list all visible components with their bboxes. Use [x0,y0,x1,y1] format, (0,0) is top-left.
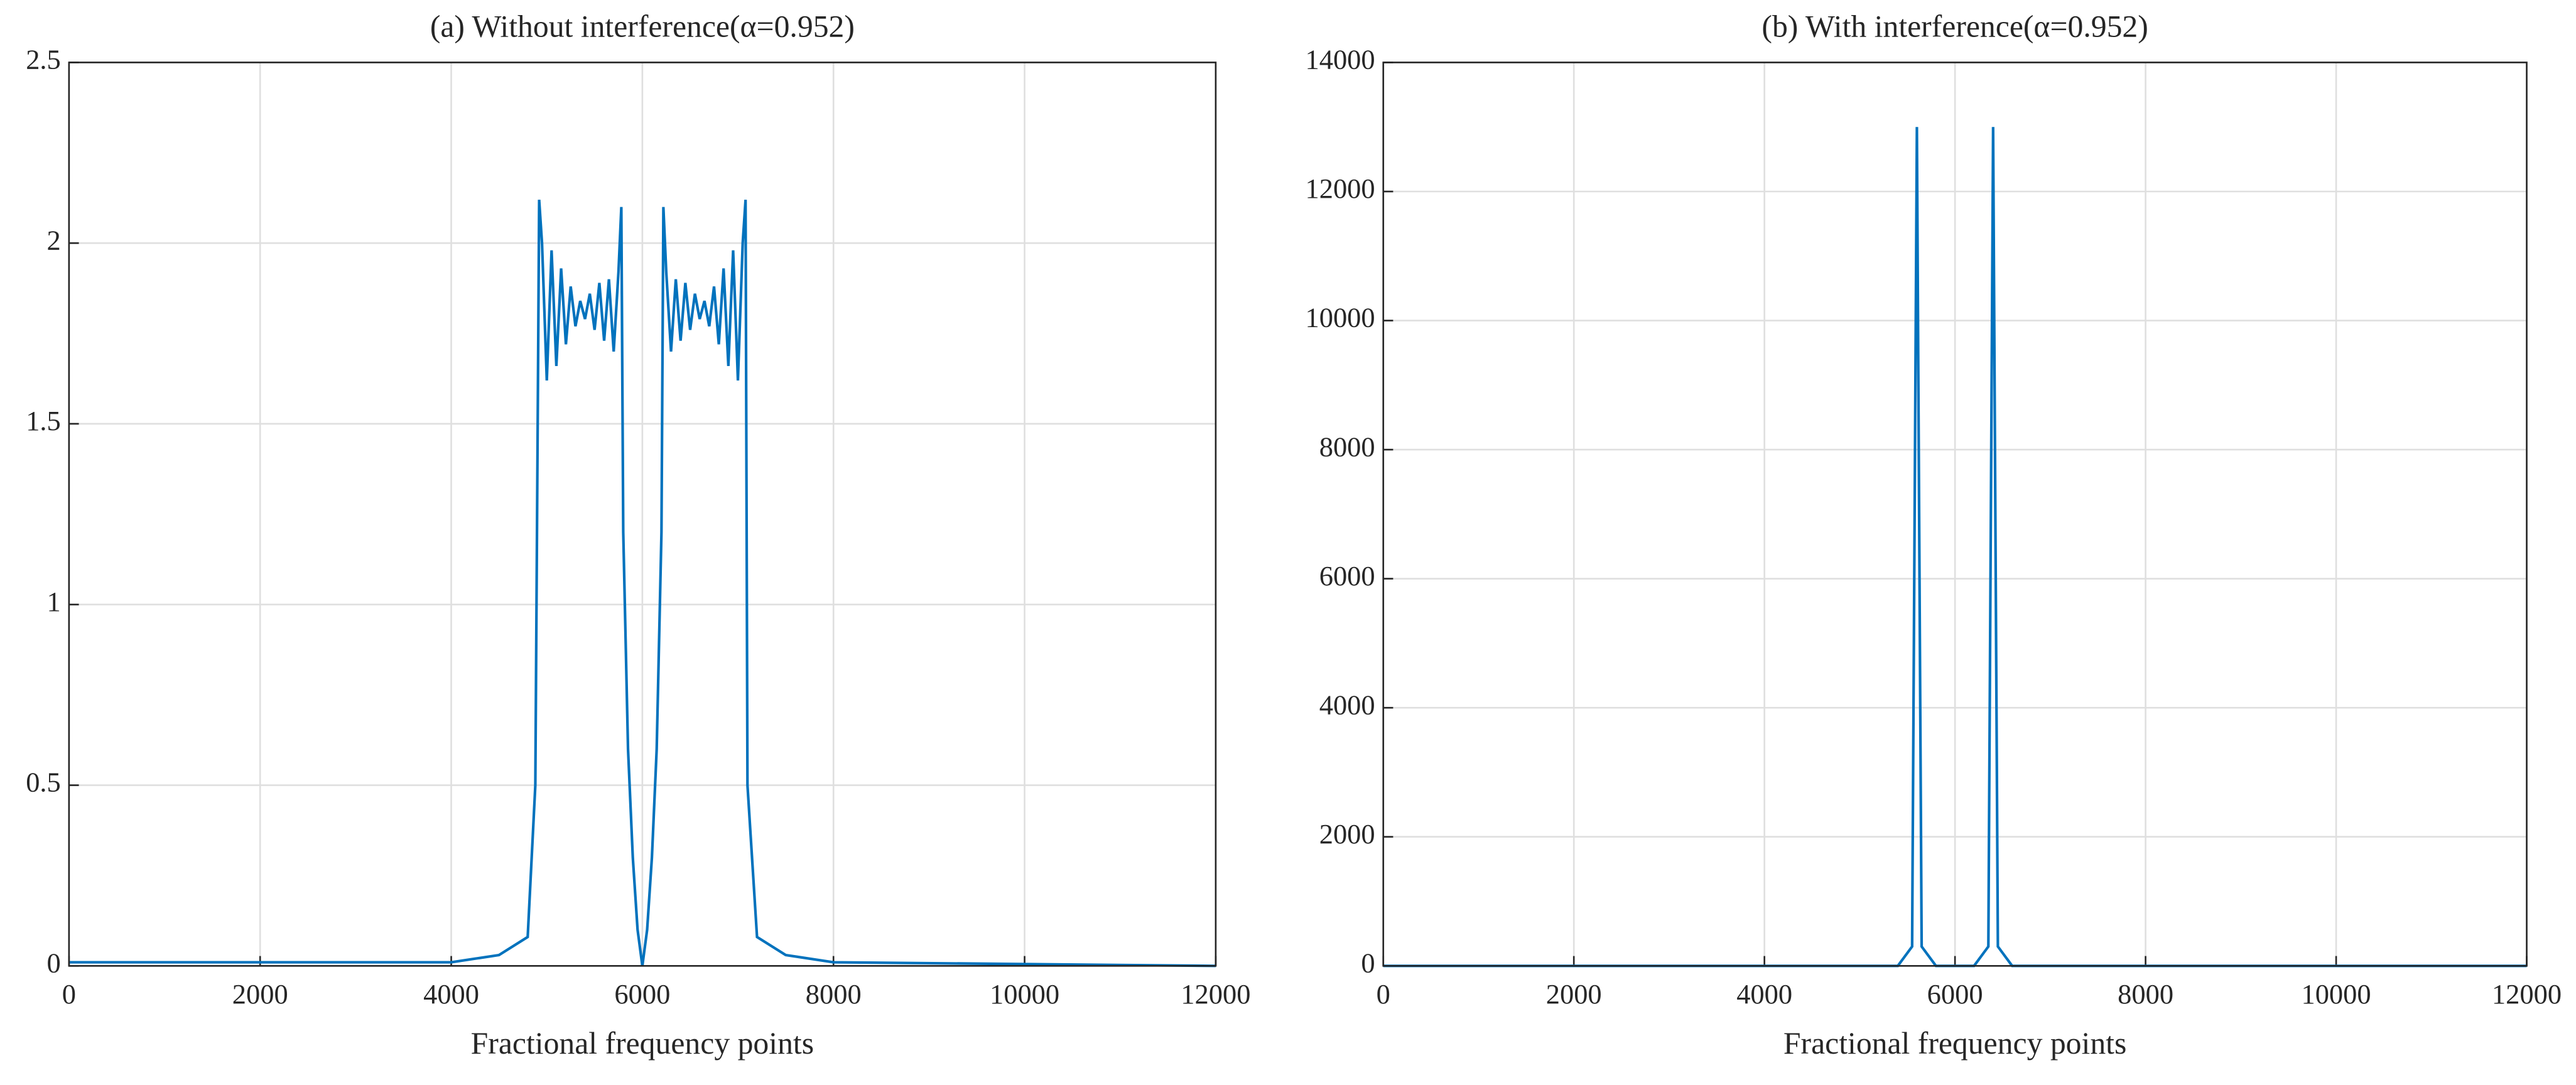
y-tick-label: 2 [47,224,61,256]
x-axis-label: Fractional frequency points [1783,1026,2126,1061]
x-tick-label: 12000 [2492,978,2562,1010]
x-tick-label: 4000 [1736,978,1792,1010]
y-tick-label: 1.5 [26,405,61,436]
x-tick-label: 0 [1377,978,1390,1010]
chart-title: (a) Without interference(α=0.952) [430,9,855,44]
x-tick-label: 8000 [806,978,862,1010]
y-tick-label: 6000 [1319,560,1375,591]
x-tick-label: 6000 [614,978,670,1010]
x-tick-label: 12000 [1181,978,1250,1010]
y-tick-label: 2000 [1319,818,1375,850]
y-tick-label: 1 [47,586,61,617]
x-axis-label: Fractional frequency points [471,1026,814,1061]
x-tick-label: 8000 [2118,978,2173,1010]
plot-frame [68,62,1217,967]
y-tick-label: 10000 [1305,302,1375,333]
y-tick-label: 0 [47,947,61,978]
y-tick-label: 14000 [1305,44,1375,75]
y-tick-label: 2.5 [26,44,61,75]
x-tick-label: 6000 [1927,978,1983,1010]
y-tick-label: 0.5 [26,767,61,798]
x-tick-label: 10000 [2301,978,2371,1010]
y-tick-label: 12000 [1305,173,1375,204]
x-tick-label: 2000 [1546,978,1602,1010]
x-tick-label: 4000 [423,978,479,1010]
y-tick-label: 4000 [1319,689,1375,720]
chart-title: (b) With interference(α=0.952) [1762,9,2148,44]
plot-frame [1382,62,2528,967]
x-tick-label: 10000 [990,978,1059,1010]
x-tick-label: 2000 [232,978,288,1010]
data-line [68,200,1216,968]
y-tick-label: 8000 [1319,431,1375,462]
x-tick-label: 0 [62,978,76,1010]
y-tick-label: 0 [1361,947,1375,978]
